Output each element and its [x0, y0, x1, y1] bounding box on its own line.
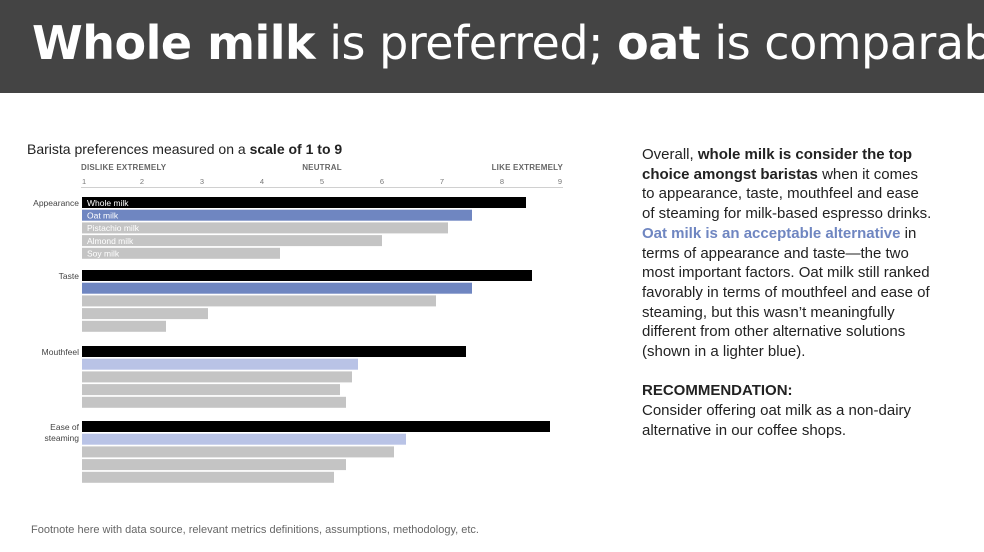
bar — [82, 421, 550, 432]
bar — [82, 433, 406, 445]
x-tick-label: 5 — [320, 177, 324, 186]
series-label: Soy milk — [87, 249, 120, 259]
bar — [82, 358, 358, 370]
x-tick-label: 9 — [558, 177, 562, 186]
header-bar: Whole milk is preferred; oat is comparab… — [0, 0, 984, 93]
series-label: Almond milk — [87, 236, 134, 246]
summary-text-3: in terms of appearance and taste—the two… — [642, 224, 930, 361]
scale-label-left: DISLIKE EXTREMELY — [81, 163, 167, 172]
bar — [82, 471, 334, 483]
chart-title-bold: scale of 1 to 9 — [249, 141, 343, 157]
x-tick-label: 3 — [200, 177, 204, 186]
bar — [82, 320, 166, 332]
bar — [82, 371, 352, 383]
bar — [82, 235, 382, 247]
title-text: is preferred; — [315, 16, 618, 70]
summary-emphasis-whole: whole milk is consider the top choice am… — [642, 146, 913, 183]
bar — [82, 308, 208, 320]
bar — [82, 346, 466, 357]
x-tick-label: 6 — [380, 177, 384, 186]
chart-title: Barista preferences measured on a scale … — [27, 141, 342, 157]
chart-title-prefix: Barista preferences measured on a — [27, 141, 250, 157]
bar — [82, 282, 472, 294]
bar — [82, 459, 346, 471]
category-label: steaming — [45, 433, 80, 443]
bar — [82, 222, 448, 234]
scale-label-middle: NEUTRAL — [302, 163, 342, 172]
x-tick-label: 7 — [440, 177, 444, 186]
page-title: Whole milk is preferred; oat is comparab… — [32, 14, 984, 72]
summary-emphasis-oat: Oat milk is an acceptable alternative — [642, 224, 901, 242]
recommendation-heading: RECOMMENDATION: — [642, 382, 793, 400]
bar — [82, 384, 340, 396]
x-tick-label: 1 — [82, 177, 86, 186]
category-label: Mouthfeel — [42, 347, 79, 357]
bar — [82, 270, 532, 281]
footnote: Footnote here with data source, relevant… — [31, 524, 479, 536]
title-text-end: is comparable — [714, 16, 984, 70]
x-tick-label: 2 — [140, 177, 144, 186]
recommendation-text: Consider offering oat milk as a non-dair… — [642, 401, 912, 439]
summary-paragraph: Overall, whole milk is consider the top … — [642, 145, 932, 362]
series-label: Whole milk — [87, 198, 129, 208]
summary-text-2: when it comes to appearance, taste, mout… — [642, 165, 932, 223]
series-label: Pistachio milk — [87, 223, 140, 233]
scale-label-right: LIKE EXTREMELY — [491, 163, 563, 172]
summary-text-1: Overall, — [642, 146, 698, 163]
x-tick-label: 8 — [500, 177, 504, 186]
axis-rule — [81, 187, 563, 188]
bar — [82, 247, 280, 259]
title-emphasis-whole-milk: Whole milk — [32, 16, 316, 70]
category-label: Appearance — [33, 198, 79, 208]
title-emphasis-oat: oat — [617, 16, 701, 70]
bar — [82, 396, 346, 408]
x-tick-label: 4 — [260, 177, 264, 186]
category-label: Ease of — [50, 422, 79, 432]
bar — [82, 295, 436, 307]
bar — [82, 209, 472, 221]
bar — [82, 446, 394, 458]
bar — [82, 197, 526, 208]
series-label: Oat milk — [87, 211, 119, 221]
summary-panel: Overall, whole milk is consider the top … — [642, 145, 932, 440]
category-label: Taste — [59, 271, 80, 281]
